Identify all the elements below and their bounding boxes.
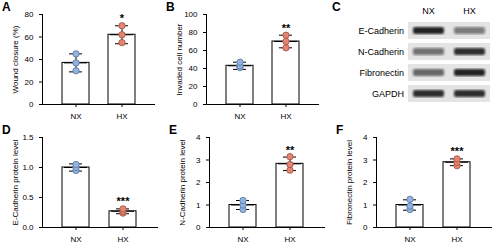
svg-text:E-Cadherin protein level: E-Cadherin protein level — [11, 139, 20, 225]
svg-text:N-Cadherin protein level: N-Cadherin protein level — [178, 139, 187, 225]
html-text:C: C — [332, 0, 341, 14]
svg-text:HX: HX — [451, 235, 463, 244]
svg-text:2: 2 — [196, 178, 201, 187]
svg-text:NX: NX — [404, 235, 416, 244]
svg-text:1.5: 1.5 — [22, 133, 34, 142]
svg-text:2: 2 — [363, 178, 368, 187]
svg-text:***: *** — [117, 195, 131, 207]
svg-text:60: 60 — [25, 33, 34, 42]
svg-text:HX: HX — [116, 112, 128, 121]
svg-text:1.0: 1.0 — [22, 163, 34, 172]
svg-text:HX: HX — [117, 235, 129, 244]
html-text:D: D — [2, 123, 11, 137]
svg-text:20: 20 — [189, 82, 198, 91]
svg-text:4: 4 — [196, 133, 201, 142]
svg-text:40: 40 — [25, 55, 34, 64]
svg-text:40: 40 — [189, 64, 198, 73]
svg-text:N-Cadherin: N-Cadherin — [358, 47, 404, 57]
svg-text:E-Cadherin: E-Cadherin — [358, 26, 404, 36]
svg-text:**: ** — [286, 144, 295, 156]
svg-text:HX: HX — [463, 6, 476, 16]
svg-text:0: 0 — [193, 100, 198, 109]
svg-text:***: *** — [451, 145, 465, 157]
svg-text:0.0: 0.0 — [22, 223, 34, 232]
svg-text:3: 3 — [363, 156, 368, 165]
svg-text:Invaded cell number: Invaded cell number — [175, 23, 184, 95]
svg-text:Wound closure (%): Wound closure (%) — [11, 25, 20, 93]
svg-text:4: 4 — [363, 133, 368, 142]
svg-text:3: 3 — [196, 156, 201, 165]
svg-text:*: * — [120, 12, 125, 24]
svg-text:0: 0 — [363, 223, 368, 232]
svg-text:0: 0 — [196, 223, 201, 232]
svg-text:1: 1 — [196, 201, 201, 210]
svg-text:GAPDH: GAPDH — [372, 89, 404, 99]
svg-text:NX: NX — [70, 235, 82, 244]
svg-text:60: 60 — [189, 46, 198, 55]
svg-text:NX: NX — [234, 112, 246, 121]
svg-text:Fibronectin protein level: Fibronectin protein level — [345, 140, 354, 225]
html-text:A: A — [2, 0, 11, 14]
svg-text:**: ** — [282, 22, 291, 34]
html-text:E: E — [169, 123, 177, 137]
svg-text:NX: NX — [70, 112, 82, 121]
svg-text:80: 80 — [189, 28, 198, 37]
svg-text:80: 80 — [25, 10, 34, 19]
svg-text:1: 1 — [363, 201, 368, 210]
html-text:F: F — [336, 123, 344, 137]
svg-text:0: 0 — [29, 100, 34, 109]
svg-text:NX: NX — [237, 235, 249, 244]
svg-text:HX: HX — [284, 235, 296, 244]
html-text:B: B — [166, 0, 175, 14]
svg-text:HX: HX — [280, 112, 292, 121]
svg-text:NX: NX — [422, 6, 435, 16]
svg-text:0.5: 0.5 — [22, 193, 34, 202]
svg-text:Fibronectin: Fibronectin — [359, 68, 404, 78]
svg-text:100: 100 — [184, 10, 198, 19]
svg-text:20: 20 — [25, 78, 34, 87]
